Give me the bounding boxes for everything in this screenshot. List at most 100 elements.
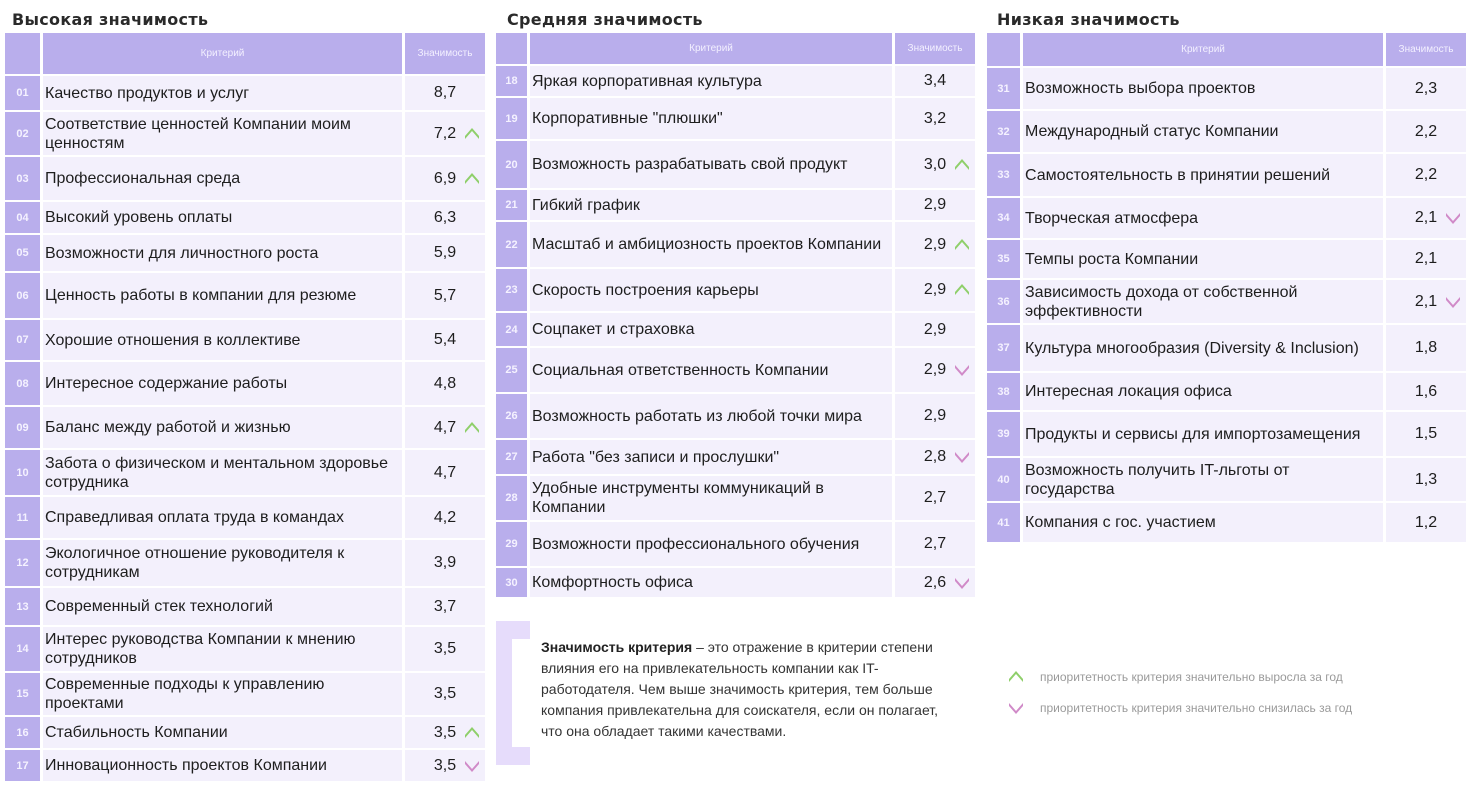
criterion-text: Качество продуктов и услуг (43, 76, 402, 110)
table-header: Критерий Значимость (987, 33, 1466, 66)
row-number: 08 (5, 362, 40, 405)
criterion-text: Возможность получить IT-льготы от госуда… (1023, 458, 1383, 501)
criterion-text: Самостоятельность в принятии решений (1023, 154, 1383, 196)
importance-value: 3,5 (405, 750, 485, 781)
criterion-text: Работа "без записи и прослушки" (530, 440, 892, 474)
table-header: Критерий Значимость (5, 33, 485, 74)
importance-value: 2,1 (1386, 240, 1466, 278)
table-row: 28 Удобные инструменты коммуникаций в Ко… (496, 476, 975, 520)
criterion-text: Экологичное отношение руководителя к сот… (43, 540, 402, 586)
row-number: 09 (5, 407, 40, 448)
criterion-text: Баланс между работой и жизнью (43, 407, 402, 448)
criterion-text: Удобные инструменты коммуникаций в Компа… (530, 476, 892, 520)
row-number: 33 (987, 154, 1020, 196)
criterion-text: Соответствие ценностей Компании моим цен… (43, 112, 402, 155)
importance-value: 1,5 (1386, 412, 1466, 456)
importance-value: 5,7 (405, 273, 485, 318)
row-number: 31 (987, 68, 1020, 109)
criterion-text: Гибкий график (530, 190, 892, 220)
table-row: 38 Интересная локация офиса 1,6 (987, 373, 1466, 410)
value-text: 2,2 (1414, 122, 1438, 140)
value-text: 2,8 (923, 448, 947, 465)
value-text: 2,2 (1414, 166, 1438, 183)
value-text: 4,7 (433, 418, 457, 436)
importance-value: 2,2 (1386, 154, 1466, 196)
importance-value: 1,6 (1386, 373, 1466, 410)
criterion-text: Стабильность Компании (43, 717, 402, 748)
table-row: 06 Ценность работы в компании для резюме… (5, 273, 485, 318)
table-row: 15 Современные подходы к управлению прое… (5, 673, 485, 715)
criterion-text: Справедливая оплата труда в командах (43, 497, 402, 538)
importance-value: 5,4 (405, 320, 485, 360)
value-text: 8,7 (433, 84, 457, 101)
value-text: 5,9 (433, 244, 457, 261)
importance-value: 2,8 (895, 440, 975, 474)
table-row: 17 Инновационность проектов Компании 3,5 (5, 750, 485, 781)
row-number: 11 (5, 497, 40, 538)
importance-value: 3,0 (895, 141, 975, 188)
criterion-text: Культура многообразия (Diversity & Inclu… (1023, 325, 1383, 371)
table-row: 24 Соцпакет и страховка 2,9 (496, 313, 975, 346)
row-number: 15 (5, 673, 40, 715)
criterion-text: Высокий уровень оплаты (43, 202, 402, 233)
table-row: 22 Масштаб и амбициозность проектов Комп… (496, 222, 975, 267)
legend-up-label: приоритетность критерия значительно выро… (1040, 670, 1343, 684)
row-number: 38 (987, 373, 1020, 410)
table-row: 14 Интерес руководства Компании к мнению… (5, 627, 485, 671)
bracket-decoration (496, 621, 530, 765)
header-number (987, 33, 1020, 66)
value-text: 2,1 (1414, 250, 1438, 267)
value-text: 2,9 (923, 320, 947, 338)
table-row: 40 Возможность получить IT-льготы от гос… (987, 458, 1466, 501)
criterion-text: Комфортность офиса (530, 568, 892, 597)
section-title: Высокая значимость (12, 10, 209, 29)
value-text: 4,8 (433, 374, 457, 392)
value-text: 2,3 (1414, 79, 1438, 97)
criterion-text: Интерес руководства Компании к мнению со… (43, 627, 402, 671)
row-number: 14 (5, 627, 40, 671)
table-row: 34 Творческая атмосфера 2,1 (987, 198, 1466, 238)
value-text: 2,9 (923, 235, 947, 253)
value-text: 6,3 (433, 208, 457, 226)
table-row: 01 Качество продуктов и услуг 8,7 (5, 76, 485, 110)
criterion-text: Яркая корпоративная культура (530, 66, 892, 96)
header-importance: Значимость (895, 33, 975, 64)
arrow-down-icon (465, 760, 479, 772)
arrow-up-icon (465, 127, 479, 139)
row-number: 07 (5, 320, 40, 360)
row-number: 16 (5, 717, 40, 748)
importance-value: 4,7 (405, 450, 485, 495)
header-importance: Значимость (1386, 33, 1466, 66)
legend-up: приоритетность критерия значительно выро… (1008, 670, 1343, 684)
criterion-text: Современный стек технологий (43, 588, 402, 625)
importance-value: 7,2 (405, 112, 485, 155)
value-text: 2,9 (923, 361, 947, 378)
table-row: 25 Социальная ответственность Компании 2… (496, 348, 975, 392)
table-row: 20 Возможность разрабатывать свой продук… (496, 141, 975, 188)
arrow-up-icon (955, 284, 969, 295)
value-text: 2,1 (1414, 209, 1438, 226)
table-row: 27 Работа "без записи и прослушки" 2,8 (496, 440, 975, 474)
row-number: 27 (496, 440, 527, 474)
criterion-text: Социальная ответственность Компании (530, 348, 892, 392)
arrow-down-icon (955, 365, 969, 376)
row-number: 37 (987, 325, 1020, 371)
row-number: 18 (496, 66, 527, 96)
table-row: 05 Возможности для личностного роста 5,9 (5, 235, 485, 271)
importance-value: 3,2 (895, 98, 975, 139)
table-row: 18 Яркая корпоративная культура 3,4 (496, 66, 975, 96)
table-row: 29 Возможности профессионального обучени… (496, 522, 975, 566)
row-number: 40 (987, 458, 1020, 501)
row-number: 39 (987, 412, 1020, 456)
header-criterion: Критерий (530, 33, 892, 64)
value-text: 3,5 (433, 640, 457, 657)
value-text: 6,9 (433, 169, 457, 187)
table-row: 35 Темпы роста Компании 2,1 (987, 240, 1466, 278)
table-row: 26 Возможность работать из любой точки м… (496, 394, 975, 438)
importance-value: 1,8 (1386, 325, 1466, 371)
row-number: 10 (5, 450, 40, 495)
row-number: 17 (5, 750, 40, 781)
arrow-up-icon (465, 726, 479, 738)
value-text: 4,2 (433, 508, 457, 526)
importance-value: 1,2 (1386, 503, 1466, 542)
